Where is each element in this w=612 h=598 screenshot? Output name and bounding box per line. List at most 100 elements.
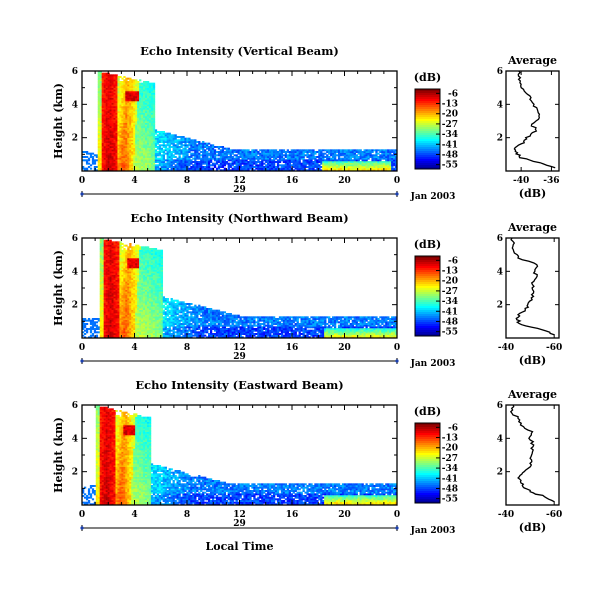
heatmap-cell — [328, 159, 331, 162]
heatmap-cell — [129, 142, 132, 145]
heatmap-cell — [180, 149, 183, 152]
heatmap-cell — [127, 294, 130, 297]
heatmap-cell — [306, 166, 309, 168]
heatmap-cell — [332, 167, 335, 170]
heatmap-cell — [233, 166, 236, 168]
heatmap-cell — [129, 289, 132, 292]
heatmap-cell — [345, 169, 349, 172]
heatmap-cell — [115, 84, 118, 87]
heatmap-cell — [113, 116, 116, 118]
heatmap-cell — [109, 288, 112, 290]
heatmap-cell — [117, 336, 120, 339]
heatmap-cell — [263, 151, 266, 153]
heatmap-cell — [121, 127, 124, 130]
heatmap-cell — [135, 316, 138, 319]
heatmap-cell — [129, 283, 132, 285]
heatmap-cell — [131, 132, 134, 135]
heatmap-cell — [133, 81, 136, 83]
heatmap-cell — [111, 311, 114, 314]
heatmap-cell — [123, 152, 126, 155]
heatmap-cell — [139, 167, 142, 170]
heatmap-cell — [148, 278, 152, 280]
heatmap-cell — [288, 161, 291, 163]
heatmap-cell — [113, 156, 116, 158]
heatmap-cell — [152, 157, 156, 160]
heatmap-cell — [326, 161, 329, 163]
heatmap-cell — [107, 139, 110, 142]
heatmap-cell — [123, 91, 126, 93]
heatmap-cell — [310, 161, 313, 163]
heatmap-cell — [121, 166, 124, 168]
heatmap-cell — [101, 314, 104, 317]
heatmap-cell — [215, 157, 219, 160]
heatmap-cell — [117, 82, 120, 85]
heatmap-cell — [123, 279, 126, 282]
heatmap-cell — [296, 159, 299, 162]
heatmap-cell — [137, 289, 140, 292]
heatmap-cell — [91, 324, 95, 327]
heatmap-cell — [107, 81, 110, 83]
heatmap-cell — [200, 147, 203, 150]
heatmap-cell — [121, 314, 124, 317]
heatmap-cell — [294, 159, 297, 162]
heatmap-cell — [129, 314, 132, 317]
heatmap-cell — [272, 166, 276, 168]
heatmap-cell — [341, 169, 345, 172]
heatmap-cell — [139, 274, 142, 277]
heatmap-cell — [125, 121, 128, 123]
heatmap-cell — [141, 147, 144, 150]
heatmap-cell — [125, 333, 128, 335]
heatmap-cell — [198, 169, 201, 172]
heatmap-cell — [176, 142, 179, 145]
heatmap-cell — [182, 154, 185, 157]
heatmap-cell — [154, 156, 158, 158]
heatmap-cell — [139, 286, 142, 289]
heatmap-cell — [127, 254, 130, 257]
heatmap-cell — [121, 249, 124, 252]
heatmap-cell — [115, 132, 118, 135]
heatmap-cell — [97, 71, 101, 73]
heatmap-cell — [139, 96, 142, 98]
heatmap-cell — [101, 336, 104, 339]
heatmap-cell — [129, 127, 132, 130]
heatmap-cell — [125, 274, 128, 277]
heatmap-cell — [351, 161, 354, 163]
heatmap-cell — [101, 253, 104, 255]
heatmap-cell — [243, 164, 246, 167]
heatmap-cell — [137, 264, 140, 267]
heatmap-cell — [115, 112, 118, 115]
heatmap-cell — [121, 99, 124, 102]
heatmap-cell — [217, 159, 221, 162]
heatmap-cell — [109, 169, 112, 172]
heatmap-cell — [164, 169, 167, 172]
heatmap-cell — [146, 333, 150, 335]
heatmap-cell — [334, 149, 337, 152]
heatmap-cell — [107, 288, 110, 290]
heatmap-cell — [127, 323, 130, 325]
heatmap-cell — [131, 131, 134, 133]
heatmap-cell — [359, 154, 362, 157]
heatmap-cell — [125, 166, 128, 168]
heatmap-cell — [107, 274, 110, 277]
heatmap-cell — [361, 157, 364, 160]
heatmap-cell — [117, 104, 120, 107]
heatmap-cell — [107, 319, 110, 322]
heatmap-cell — [141, 139, 144, 142]
heatmap-cell — [131, 166, 134, 168]
heatmap-cell — [99, 253, 102, 255]
heatmap-cell — [99, 121, 102, 123]
heatmap-cell — [131, 84, 134, 87]
heatmap-cell — [119, 323, 122, 325]
heatmap-cell — [304, 154, 307, 157]
heatmap-cell — [337, 154, 341, 157]
heatmap-cell — [111, 314, 114, 317]
heatmap-cell — [229, 156, 232, 158]
heatmap-cell — [152, 122, 156, 125]
heatmap-cell — [143, 82, 146, 85]
heatmap-cell — [109, 152, 112, 155]
heatmap-cell — [105, 246, 108, 249]
heatmap-cell — [103, 301, 106, 304]
heatmap-cell — [99, 318, 102, 320]
heatmap-cell — [117, 256, 120, 259]
heatmap-cell — [152, 107, 156, 110]
